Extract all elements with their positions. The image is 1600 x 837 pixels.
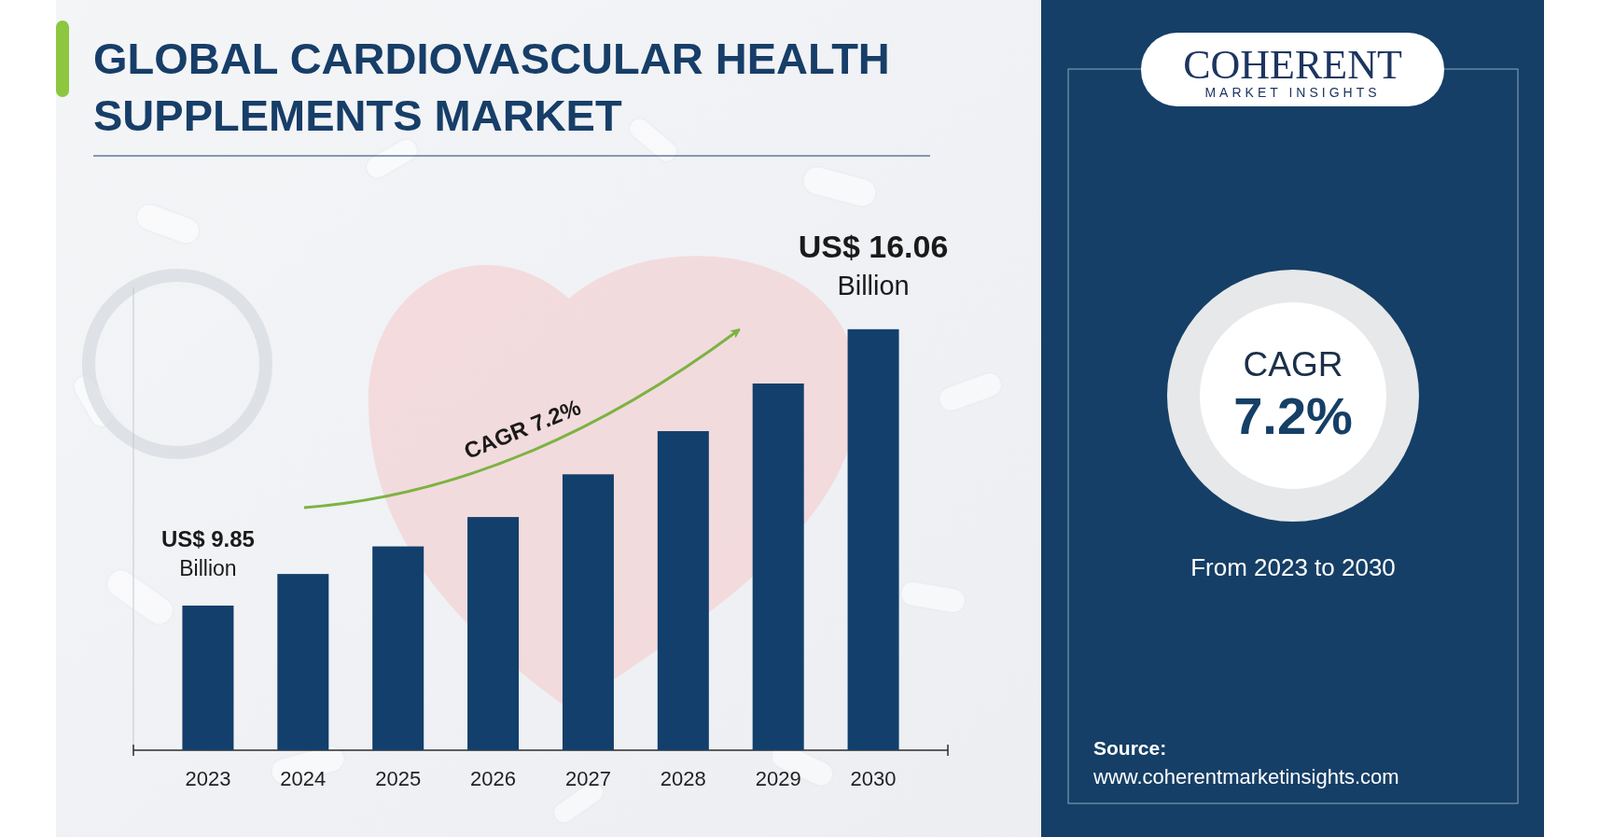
x-tick-label: 2029 [755, 766, 802, 791]
cagr-value: 7.2% [1233, 386, 1353, 446]
panel-border [1068, 69, 1518, 804]
x-tick-label: 2023 [184, 766, 231, 791]
chart-title: GLOBAL CARDIOVASCULAR HEALTH SUPPLEMENTS … [93, 33, 891, 140]
x-tick-label: 2027 [565, 766, 612, 791]
cagr-ring [1167, 269, 1420, 522]
title-line: GLOBAL CARDIOVASCULAR HEALTH [93, 33, 891, 84]
pill-shape [898, 579, 967, 615]
x-tick-label: 2026 [470, 766, 516, 791]
logo-tagline: MARKET INSIGHTS [1204, 84, 1380, 100]
pill-shape [935, 369, 1006, 415]
source-url: www.coherentmarketinsights.com [1092, 765, 1400, 789]
x-tick-label: 2030 [850, 766, 897, 791]
data-label-unit: Billion [179, 556, 237, 581]
y-axis-line [133, 287, 135, 751]
bar [181, 605, 234, 751]
cagr-arrow-label: CAGR 7.2% [460, 393, 585, 463]
data-label: US$ 9.85 Billion [161, 526, 255, 581]
cagr-arrow [304, 331, 738, 508]
bar [657, 431, 710, 751]
right-panel [1041, 0, 1545, 837]
x-tick-label: 2025 [375, 766, 421, 791]
chart-root: COHERENTMARKET INSIGHTS CAGR7.2% From 2023… [0, 0, 1600, 837]
cagr-period: From 2023 to 2030 [1190, 553, 1396, 582]
axis-end-cap [946, 744, 949, 756]
pill-shape [361, 135, 422, 183]
data-label-amount: US$ 9.85 [161, 526, 255, 552]
x-axis-line [133, 749, 948, 752]
title-accent [55, 20, 70, 98]
left-background [55, 0, 1042, 837]
bar [467, 516, 519, 751]
pill-shape [625, 113, 682, 166]
bar [752, 383, 805, 751]
logo-text: COHERENT [1182, 41, 1403, 88]
data-label-unit: Billion [836, 270, 909, 301]
title-rule [93, 155, 931, 157]
bar [277, 573, 329, 751]
bar [372, 546, 424, 751]
axis-end-cap [132, 744, 135, 756]
x-tick-label: 2024 [279, 766, 326, 791]
pill-shape [101, 564, 180, 630]
bar [562, 473, 614, 751]
pill-decoration [69, 113, 1006, 827]
data-label: US$ 16.06 Billion [798, 228, 949, 301]
bars [181, 329, 899, 751]
cagr-caption: CAGR [1243, 345, 1344, 384]
pill-shape [132, 200, 203, 248]
source-label: Source: [1093, 737, 1167, 759]
logo-pill [1140, 32, 1445, 107]
cagr-circle [1199, 302, 1387, 489]
title-line: SUPPLEMENTS MARKET [93, 90, 623, 140]
stethoscope-shape [88, 275, 266, 453]
data-label-amount: US$ 16.06 [798, 228, 949, 265]
bar [848, 329, 900, 751]
pill-shape [799, 163, 879, 210]
x-tick-label: 2028 [660, 766, 707, 791]
